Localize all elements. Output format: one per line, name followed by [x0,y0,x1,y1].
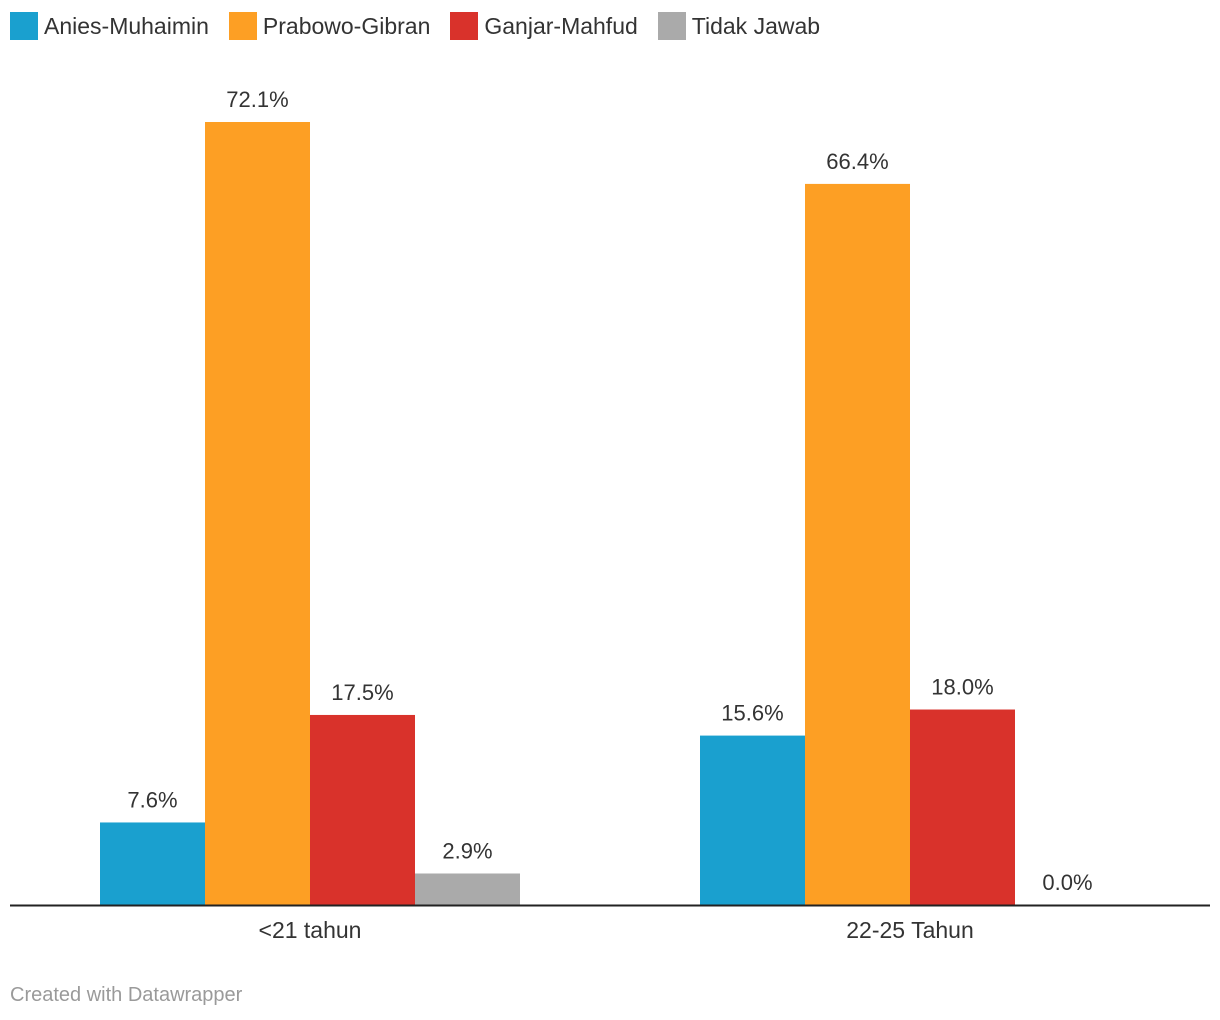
data-label: 0.0% [1042,870,1092,895]
legend-swatch [657,12,686,40]
data-label: 18.0% [931,675,993,700]
footer-credit: Created with Datawrapper [10,984,243,1006]
legend-item-anies-muhaimin: Anies-Muhaimin [10,12,209,40]
bar-anies-muhaimin-1 [700,735,805,905]
category-label: 22-25 Tahun [846,917,973,943]
bar-tidak jawab-0 [415,873,520,905]
bar-anies-muhaimin-0 [100,822,205,905]
data-label: 17.5% [331,680,393,705]
legend-item-ganjar-mahfud: Ganjar-Mahfud [450,12,638,40]
bar-ganjar-mahfud-1 [910,709,1015,905]
bar-chart: 7.6% 72.1% 17.5% 2.9% <21 tahun 15.6% 66.4% 18.… [10,87,1210,943]
data-label: 2.9% [442,839,492,864]
legend: Anies-Muhaimin Prabowo-Gibran Ganjar-Mah… [10,11,840,41]
category-label: <21 tahun [259,917,362,943]
bar-prabowo-gibran-0 [205,122,310,905]
legend-label: Ganjar-Mahfud [484,12,638,39]
data-label: 7.6% [127,787,177,812]
legend-label: Anies-Muhaimin [44,12,209,39]
legend-swatch [10,12,38,40]
bar-prabowo-gibran-1 [805,183,910,906]
legend-swatch [450,12,479,40]
data-label: 72.1% [226,87,288,112]
data-label: 15.6% [721,701,783,726]
bar-ganjar-mahfud-0 [310,714,415,905]
data-label: 66.4% [826,149,888,174]
legend-item-tidak-jawab: Tidak Jawab [657,12,821,40]
legend-label: Tidak Jawab [691,12,821,39]
legend-swatch [228,12,257,40]
legend-item-prabowo-gibran: Prabowo-Gibran [228,12,431,40]
legend-label: Prabowo-Gibran [262,12,431,39]
